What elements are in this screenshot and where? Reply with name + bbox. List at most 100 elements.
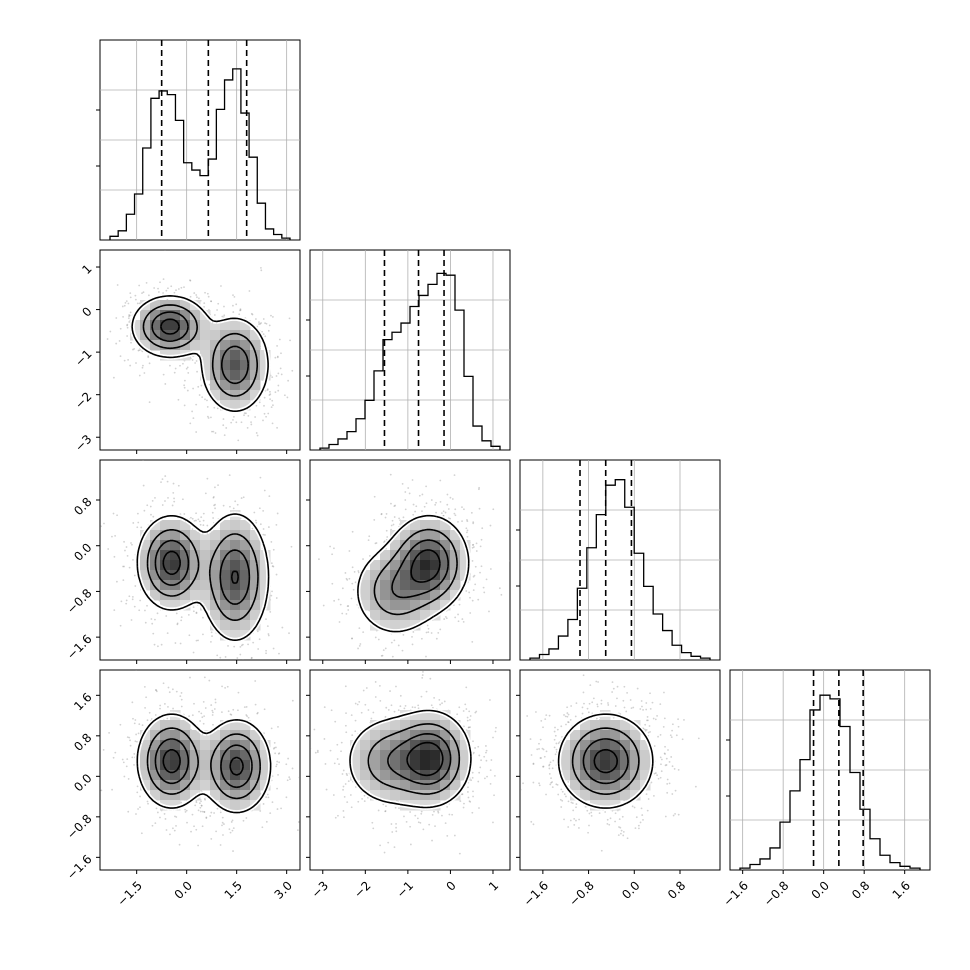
sample-point [468,591,471,594]
sample-point [129,364,132,367]
density-cell [170,790,181,801]
sample-point [95,497,97,499]
density-cell [260,750,271,761]
sample-point [183,386,186,389]
sample-point [157,645,159,648]
sample-point [175,612,178,615]
sample-point [397,709,400,712]
sample-point [256,712,259,715]
density-cell [420,520,431,531]
sample-point [193,292,196,294]
density-cell [380,600,391,611]
sample-point [382,803,385,806]
sample-point [146,504,149,507]
sample-point [469,715,472,717]
density-cell [210,320,221,331]
sample-point [128,566,131,569]
density-cell [420,530,431,541]
sample-point [417,707,420,710]
sample-point [186,389,189,392]
sample-point [386,536,389,538]
sample-point [232,415,235,418]
sample-point [239,308,242,311]
density-cell [190,780,201,791]
sample-point [351,734,354,737]
density-cell [150,740,161,751]
sample-point [262,533,265,536]
sample-point [486,775,488,778]
sample-point [490,759,493,761]
sample-point [232,507,235,510]
sample-point [488,610,490,613]
sample-point [498,587,501,590]
density-cell [220,380,231,391]
sample-point [375,542,378,544]
density-cell [230,520,241,531]
sample-point [269,611,272,613]
density-cell [410,610,421,621]
sample-point [384,810,387,812]
sample-point [130,542,132,544]
sample-point [261,330,263,333]
sample-point [213,314,216,316]
sample-point [196,296,198,299]
sample-point [262,419,264,422]
density-cell [430,520,441,531]
sample-point [363,794,366,797]
sample-point [147,294,150,297]
sample-point [240,497,243,499]
density-cell [240,800,251,811]
sample-point [253,511,256,514]
sample-point [255,404,258,407]
density-cell [140,770,151,781]
density-cell [420,590,431,601]
sample-point [454,616,457,619]
density-cell [140,540,151,551]
sample-point [123,775,126,778]
histogram-panel-0 [96,39,301,241]
sample-point [474,747,476,749]
sample-point [338,621,341,623]
density-cell [160,600,171,611]
sample-point [412,631,415,633]
density-cell [210,740,221,751]
sample-point [189,676,191,679]
sample-point [126,323,129,326]
sample-point [180,801,183,804]
sample-point [173,371,176,374]
sample-point [204,798,206,801]
sample-point [116,514,118,517]
sample-point [364,703,367,706]
density-cell [190,570,201,581]
sample-point [256,434,259,437]
density-cell [210,790,221,801]
sample-point [267,526,270,528]
sample-point [131,756,134,759]
sample-point [338,763,340,766]
density-cell [460,560,471,571]
sample-point [500,593,503,596]
sample-point [232,311,235,313]
sample-point [345,612,348,615]
sample-point [511,735,513,737]
sample-point [276,787,278,790]
sample-point [466,535,469,538]
sample-point [275,597,278,599]
sample-point [379,700,382,702]
density-cell [450,540,461,551]
density-cell [150,790,161,801]
sample-point [214,507,216,510]
sample-point [146,800,149,803]
density-cell [200,740,211,751]
sample-point [125,300,128,302]
sample-point [271,590,273,593]
sample-point [428,823,431,826]
sample-point [419,821,422,824]
sample-point [126,335,129,337]
density-cell [140,750,151,761]
density-cell [150,520,161,531]
sample-point [156,811,159,814]
sample-point [172,707,174,710]
sample-point [479,766,482,769]
sample-point [217,484,219,487]
